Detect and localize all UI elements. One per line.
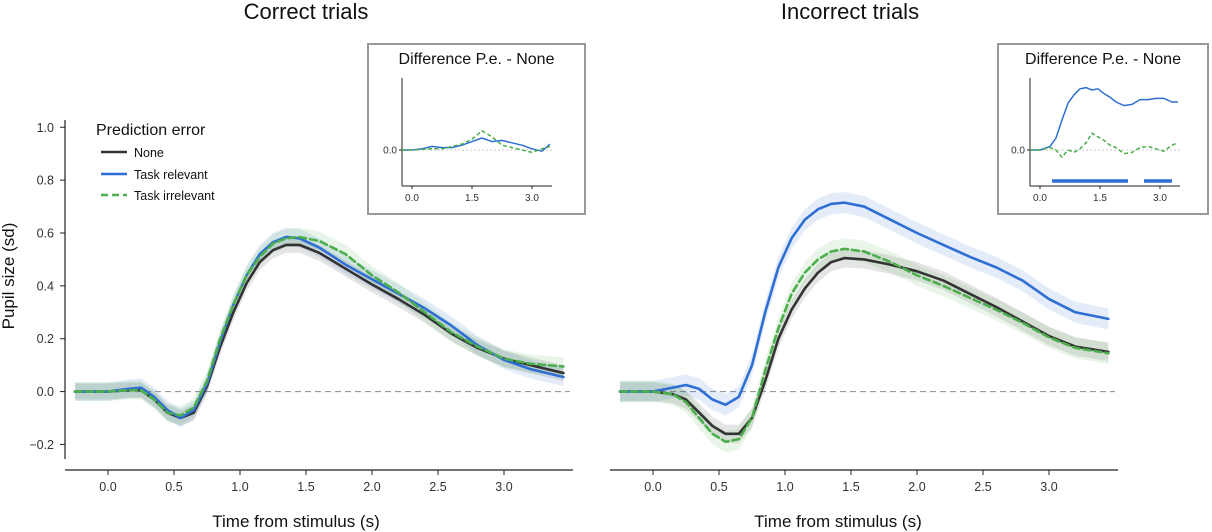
right-x-axis-label: Time from stimulus (s) xyxy=(754,512,922,531)
right-series-task-relevant xyxy=(618,201,1110,407)
right-panel-plot: 0.0 0.5 1.0 1.5 2.0 2.5 3.0 xyxy=(610,192,1118,494)
right-panel-title: Incorrect trials xyxy=(781,0,919,24)
left-inset-series-task-irrelevant xyxy=(402,130,551,154)
right-inset-y-tick-label: 0.0 xyxy=(1011,146,1025,157)
left-x-axis-label: Time from stimulus (s) xyxy=(212,512,380,531)
left-series-task-relevant xyxy=(73,235,565,420)
left-y-tick-label: 0.6 xyxy=(37,227,54,241)
left-x-tick-label: 1.5 xyxy=(297,480,314,494)
right-inset-series-task-relevant xyxy=(1030,86,1178,151)
right-inset-series-task-irrelevant xyxy=(1030,132,1179,158)
left-x-tick-label: 0.5 xyxy=(165,480,182,494)
left-x-tick-label: 3.0 xyxy=(495,480,512,494)
legend-label-task-relevant: Task relevant xyxy=(134,168,208,182)
left-series-task-irrelevant xyxy=(73,235,565,417)
legend: Prediction error None Task relevant Task… xyxy=(96,122,215,203)
left-x-tick-label: 2.0 xyxy=(363,480,380,494)
left-y-tick-label: 1.0 xyxy=(37,121,54,135)
left-inset-title: Difference P.e. - None xyxy=(399,51,555,68)
right-x-tick-label: 3.0 xyxy=(1040,480,1057,494)
right-inset: Difference P.e. - None 0.0 1.5 3.0 0.0 xyxy=(997,43,1209,215)
right-inset-x-tick-label: 1.5 xyxy=(1093,193,1107,204)
right-band-task-relevant xyxy=(620,192,1109,416)
left-inset-y-tick-label: 0.0 xyxy=(383,146,397,157)
y-axis-label: Pupil size (sd) xyxy=(0,223,18,330)
left-y-tick-label: 0.2 xyxy=(37,332,54,346)
left-y-tick-label: 0.8 xyxy=(37,174,54,188)
left-inset-frame xyxy=(367,43,586,215)
left-inset: Difference P.e. - None 0.0 1.5 3.0 0.0 xyxy=(367,43,586,215)
left-inset-x-tick-label: 0.0 xyxy=(405,193,419,204)
left-x-tick-label: 1.0 xyxy=(231,480,248,494)
right-x-tick-label: 1.0 xyxy=(776,480,793,494)
left-panel-plot: 0.0 0.5 1.0 1.5 2.0 2.5 3.0 −0.2 0.0 0.2 0.4 0.6 0.8… xyxy=(29,120,573,494)
legend-label-none: None xyxy=(134,146,164,160)
left-inset-x-tick-label: 1.5 xyxy=(465,193,479,204)
left-x-tick-label: 2.5 xyxy=(429,480,446,494)
legend-title: Prediction error xyxy=(96,122,206,139)
right-band-task-irrelevant xyxy=(620,238,1109,453)
right-x-tick-label: 2.0 xyxy=(908,480,925,494)
right-band-none xyxy=(620,248,1109,444)
left-band-task-relevant xyxy=(75,227,564,428)
left-y-tick-label: 0.4 xyxy=(37,279,54,293)
left-inset-series-task-relevant xyxy=(402,137,551,152)
right-series-none xyxy=(618,256,1110,436)
right-x-tick-label: 1.5 xyxy=(842,480,859,494)
right-x-tick-label: 2.5 xyxy=(974,480,991,494)
right-inset-title: Difference P.e. - None xyxy=(1025,51,1181,68)
right-x-tick-label: 0.0 xyxy=(644,480,661,494)
left-inset-x-tick-label: 3.0 xyxy=(525,193,539,204)
legend-label-task-irrelevant: Task irrelevant xyxy=(134,189,215,203)
right-inset-x-tick-label: 0.0 xyxy=(1033,193,1047,204)
right-x-tick-label: 0.5 xyxy=(710,480,727,494)
left-x-tick-label: 0.0 xyxy=(99,480,116,494)
left-panel-title: Correct trials xyxy=(244,0,369,24)
left-y-tick-label: 0.0 xyxy=(37,385,54,399)
left-y-tick-label: −0.2 xyxy=(29,438,54,452)
right-series-task-irrelevant xyxy=(618,247,1110,444)
right-inset-x-tick-label: 3.0 xyxy=(1153,193,1167,204)
